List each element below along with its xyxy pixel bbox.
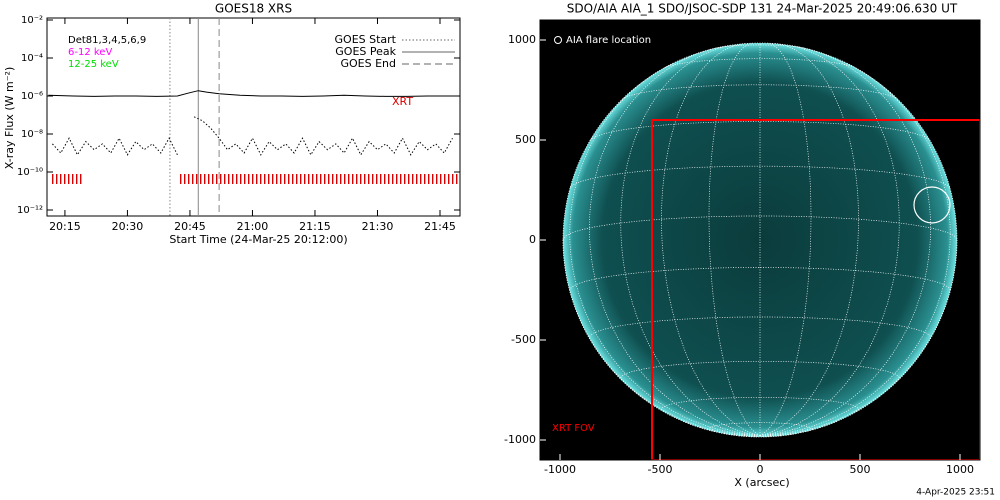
y-tick-label: 10⁻⁴ bbox=[21, 53, 43, 64]
x-axis-label: X (arcsec) bbox=[734, 476, 789, 489]
x-tick-label: 20:15 bbox=[49, 220, 81, 233]
x-tick-label: -1000 bbox=[544, 463, 576, 476]
latitude-line bbox=[620, 360, 900, 381]
x-tick-label: 500 bbox=[850, 463, 871, 476]
event-legend-label: GOES Start bbox=[335, 33, 397, 46]
latitude-line bbox=[569, 165, 951, 189]
x-tick-label: 21:45 bbox=[424, 220, 456, 233]
legend-text: 12-25 keV bbox=[68, 59, 119, 70]
x-axis-label: Start Time (24-Mar-25 20:12:00) bbox=[169, 233, 347, 246]
plot-frame bbox=[46, 17, 461, 217]
y-tick-label: 10⁻¹² bbox=[17, 205, 43, 216]
y-tick-label: -500 bbox=[511, 333, 536, 346]
flare-legend-symbol bbox=[554, 36, 562, 44]
series-line bbox=[52, 116, 453, 156]
y-tick-label: 500 bbox=[515, 133, 536, 146]
xrt-coverage bbox=[52, 174, 83, 184]
longitude-line bbox=[682, 420, 761, 436]
longitude-line bbox=[759, 435, 782, 437]
longitude-line bbox=[759, 44, 900, 436]
latitude-line bbox=[708, 422, 812, 433]
x-tick-label: 20:30 bbox=[112, 220, 144, 233]
y-tick-label: 10⁻⁶ bbox=[21, 91, 43, 102]
longitude-line bbox=[749, 435, 761, 437]
longitude-line bbox=[569, 62, 761, 436]
flare-location bbox=[913, 186, 951, 224]
y-tick-label: 10⁻⁸ bbox=[21, 129, 43, 140]
disk-limb bbox=[562, 42, 958, 438]
x-tick-label: 1000 bbox=[946, 463, 974, 476]
longitude-line bbox=[620, 44, 761, 436]
x-tick-label: 20:45 bbox=[174, 220, 206, 233]
longitude-line bbox=[759, 62, 951, 436]
xrt-coverage bbox=[179, 174, 461, 184]
latitude-line bbox=[562, 215, 958, 241]
image-layer bbox=[562, 42, 980, 460]
chart-title: SDO/AIA AIA_1 SDO/JSOC-SDP 131 24-Mar-20… bbox=[567, 2, 958, 16]
longitude-line bbox=[759, 42, 812, 436]
latitude-line bbox=[664, 58, 856, 68]
x-tick-label: 21:15 bbox=[299, 220, 331, 233]
x-tick-label: 21:00 bbox=[237, 220, 269, 233]
event-legend-label: GOES End bbox=[340, 57, 396, 70]
legend-text: Det81,3,4,5,6,9 bbox=[68, 35, 146, 46]
fov-label: XRT FOV bbox=[552, 423, 595, 434]
latitude-line bbox=[590, 121, 930, 141]
footer: 4-Apr-2025 23:51 bbox=[916, 488, 995, 498]
longitude-line bbox=[708, 42, 761, 436]
series-line bbox=[48, 90, 460, 97]
longitude-line bbox=[759, 435, 766, 438]
y-tick-label: 10⁻² bbox=[21, 15, 43, 26]
xrt-label: XRT bbox=[392, 95, 413, 108]
y-tick-label: -1000 bbox=[504, 433, 536, 446]
legend-text: 6-12 keV bbox=[68, 47, 112, 58]
xrt-fov bbox=[651, 119, 980, 460]
y-tick-label: 10⁻¹⁰ bbox=[17, 167, 43, 178]
flare-legend-label: AIA flare location bbox=[566, 35, 651, 46]
x-tick-label: -500 bbox=[648, 463, 673, 476]
y-tick-label: 0 bbox=[529, 233, 536, 246]
longitude-line bbox=[759, 435, 771, 437]
x-tick-label: 0 bbox=[757, 463, 764, 476]
chart-title: GOES18 XRS bbox=[215, 2, 292, 16]
x-tick-label: 21:30 bbox=[362, 220, 394, 233]
y-axis-label: X-ray Flux (W m⁻²) bbox=[3, 67, 16, 169]
y-tick-label: 1000 bbox=[508, 33, 536, 46]
longitude-line bbox=[759, 420, 838, 436]
event-legend-label: GOES Peak bbox=[335, 45, 396, 58]
